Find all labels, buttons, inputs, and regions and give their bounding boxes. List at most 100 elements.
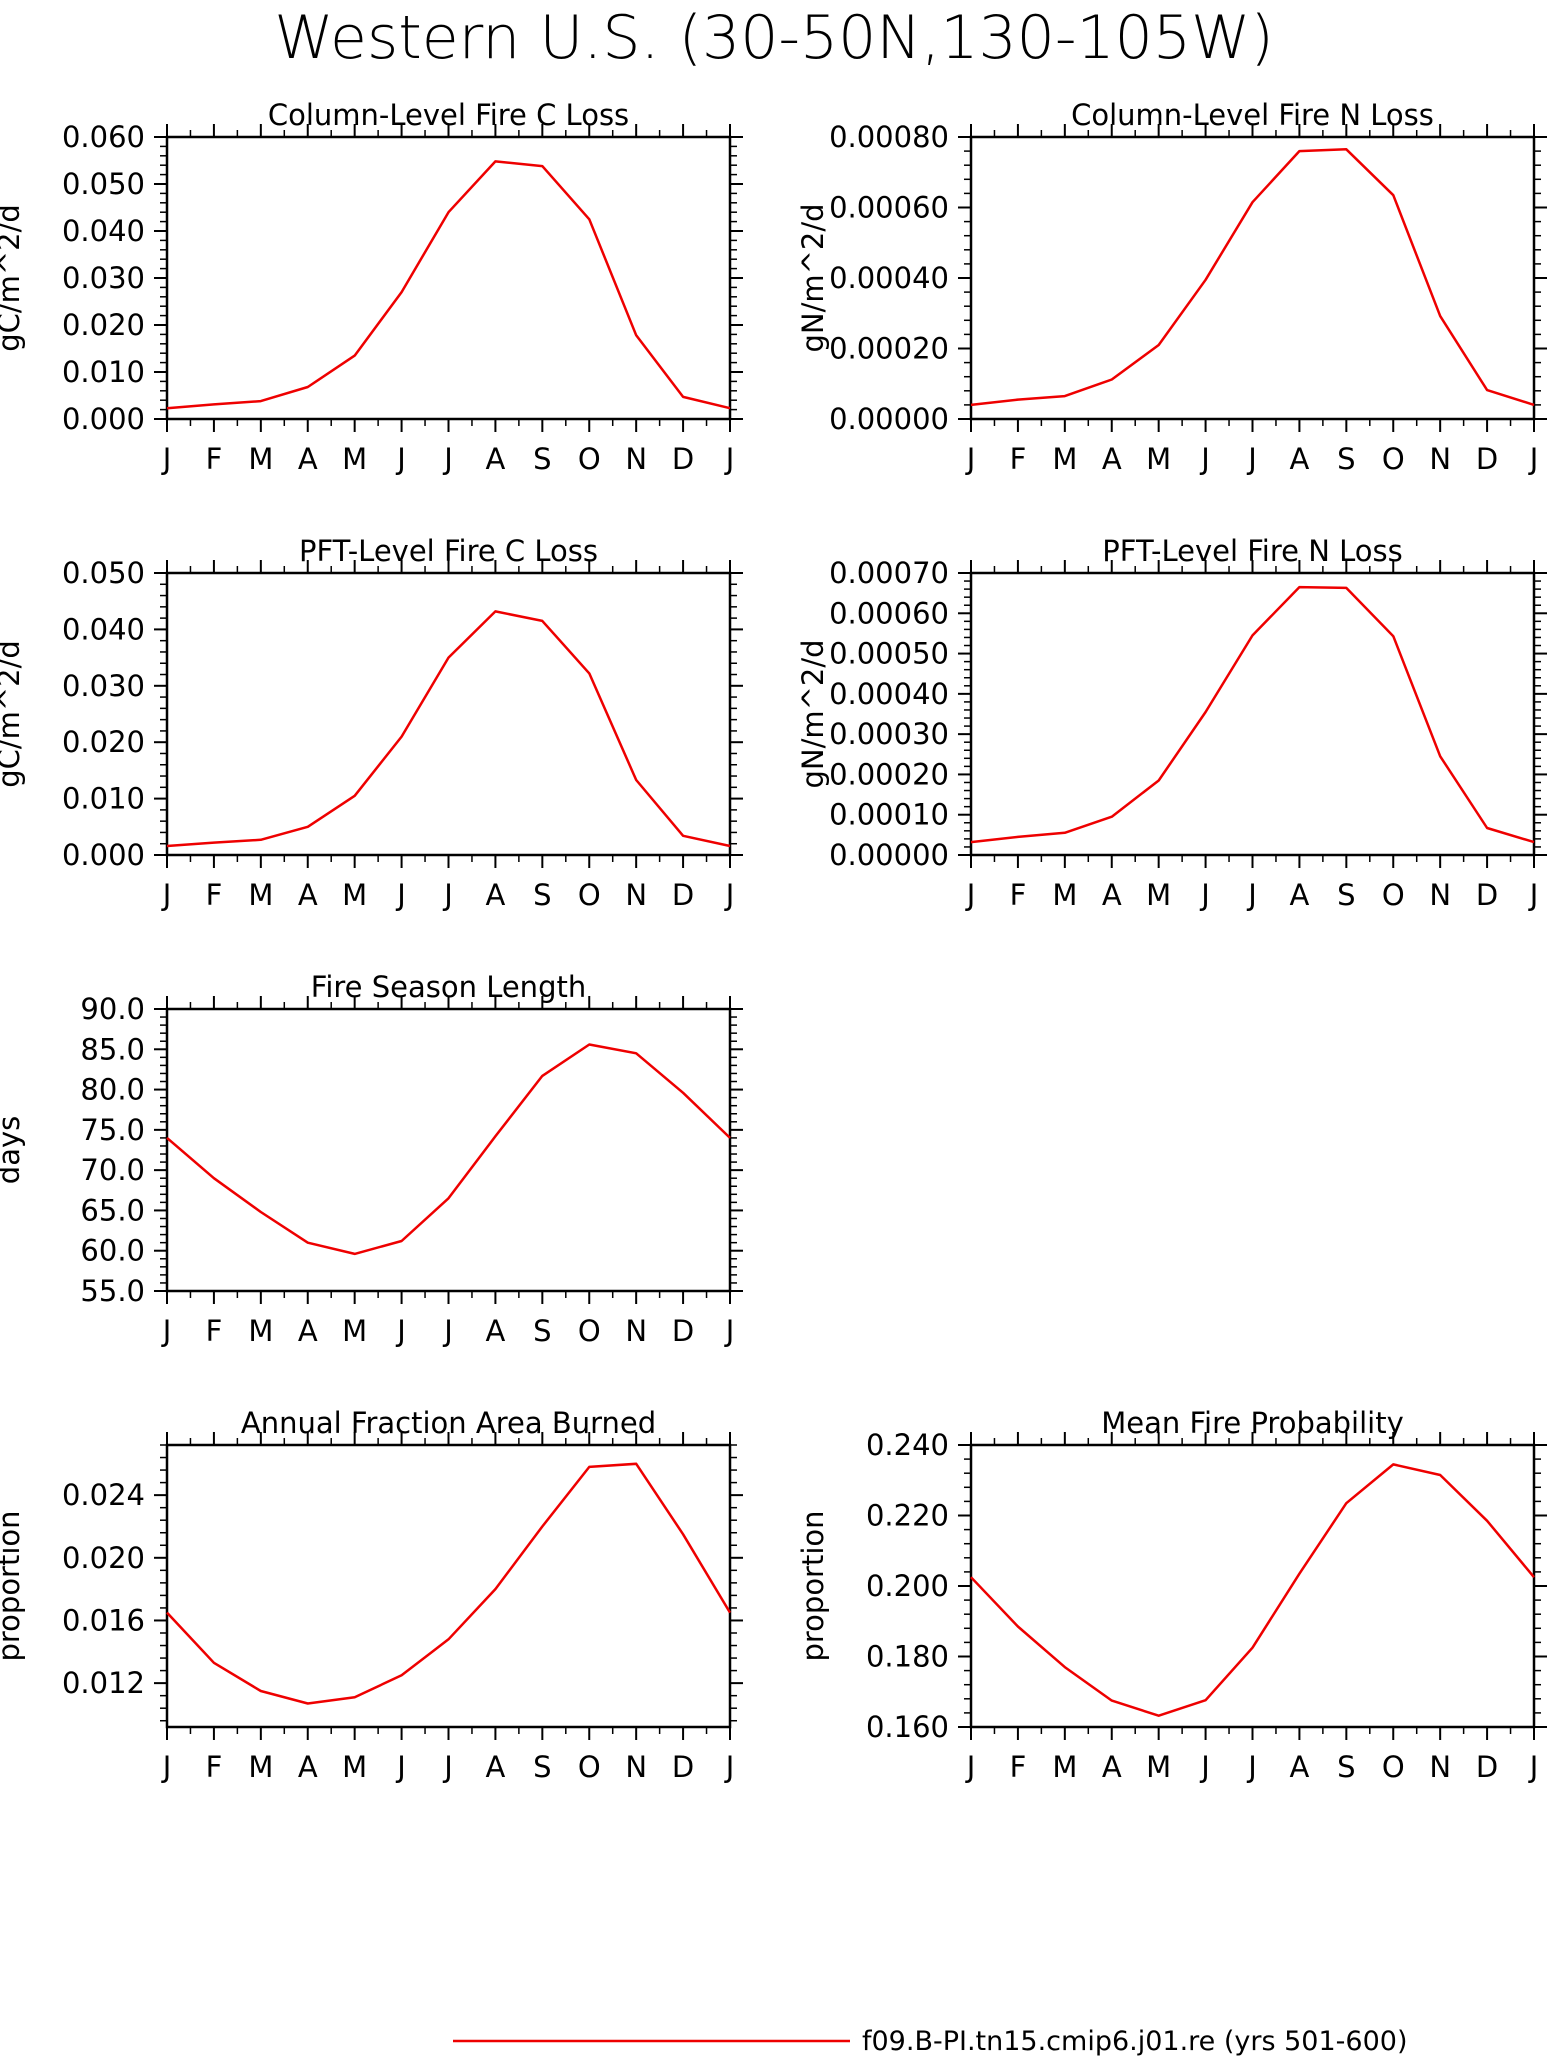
x-tick-label: M [1052, 878, 1077, 912]
y-tick-label: 55.0 [80, 1274, 145, 1308]
x-tick-label: M [248, 1750, 273, 1784]
x-tick-label: J [724, 1750, 735, 1784]
x-tick-label: F [1010, 878, 1027, 912]
y-tick-label: 0.00060 [829, 191, 949, 225]
series-line [970, 148, 1535, 407]
y-tick-label: 0.060 [62, 120, 145, 154]
x-tick-label: A [1102, 1750, 1122, 1784]
panel-title: Fire Season Length [311, 970, 586, 1004]
y-tick-label: 0.030 [62, 261, 145, 295]
x-tick-label: A [1102, 442, 1122, 476]
series-line [166, 1043, 731, 1256]
x-tick-label: A [1289, 1750, 1309, 1784]
x-tick-label: M [1146, 1750, 1171, 1784]
legend-label: f09.B-PI.tn15.cmip6.j01.re (yrs 501-600) [862, 2026, 1407, 2057]
figure-title: Western U.S. (30-50N,130-105W) [274, 3, 1274, 73]
x-tick-label: F [1010, 442, 1027, 476]
x-tick-label: J [1199, 878, 1210, 912]
x-tick-label: J [1199, 442, 1210, 476]
x-tick-label: F [206, 442, 223, 476]
x-tick-label: J [442, 878, 453, 912]
x-tick-label: A [485, 878, 505, 912]
x-tick-label: A [1289, 878, 1309, 912]
x-tick-label: J [724, 1314, 735, 1348]
x-tick-label: S [1337, 442, 1355, 476]
y-tick-label: 0.000 [62, 838, 145, 872]
y-axis-label: gN/m^2/d [796, 203, 830, 352]
panel-title: Column-Level Fire N Loss [1071, 98, 1434, 132]
x-tick-label: J [395, 1750, 406, 1784]
x-tick-label: F [1010, 1750, 1027, 1784]
y-axis-label: gN/m^2/d [796, 639, 830, 788]
x-tick-label: A [485, 442, 505, 476]
x-tick-label: N [1429, 1750, 1451, 1784]
y-tick-label: 0.00040 [829, 677, 949, 711]
y-tick-label: 0.00030 [829, 717, 949, 751]
chart-panel-2: J F M A M J J A S O N D J0.000000.000200.000400.0006… [796, 98, 1547, 476]
plot-frame [969, 135, 1536, 421]
x-tick-label: J [724, 878, 735, 912]
x-tick-label: M [1146, 442, 1171, 476]
series-line [970, 585, 1535, 844]
y-axis-label: gC/m^2/d [0, 204, 26, 352]
y-tick-label: 0.040 [62, 214, 145, 248]
x-tick-label: D [1476, 1750, 1498, 1784]
series-line [166, 160, 731, 410]
x-tick-label: M [1052, 1750, 1077, 1784]
x-tick-label: J [1246, 442, 1257, 476]
y-axis-label: proportion [0, 1510, 26, 1661]
y-tick-label: 90.0 [80, 992, 145, 1026]
x-tick-label: N [625, 1750, 647, 1784]
y-tick-label: 70.0 [80, 1153, 145, 1187]
x-tick-label: F [206, 878, 223, 912]
x-tick-label: A [298, 878, 318, 912]
y-tick-label: 0.020 [62, 1541, 145, 1575]
x-tick-label: S [533, 442, 551, 476]
panel-title: PFT-Level Fire N Loss [1102, 534, 1402, 568]
x-tick-label: N [1429, 878, 1451, 912]
y-tick-label: 0.00020 [829, 757, 949, 791]
y-tick-label: 0.050 [62, 167, 145, 201]
x-tick-label: J [161, 1314, 172, 1348]
x-tick-label: F [206, 1750, 223, 1784]
plot-frame [969, 571, 1536, 857]
x-tick-label: N [625, 442, 647, 476]
x-tick-label: J [965, 1750, 976, 1784]
x-tick-label: M [342, 878, 367, 912]
x-tick-label: J [442, 1314, 453, 1348]
x-tick-label: J [1528, 442, 1539, 476]
y-tick-label: 0.00080 [829, 120, 949, 154]
x-tick-label: O [1382, 1750, 1405, 1784]
x-tick-label: J [395, 442, 406, 476]
y-tick-label: 0.00010 [829, 798, 949, 832]
y-tick-label: 0.010 [62, 782, 145, 816]
y-tick-label: 0.160 [866, 1710, 949, 1744]
y-tick-label: 0.240 [866, 1428, 949, 1462]
y-tick-label: 0.180 [866, 1640, 949, 1674]
x-tick-label: A [298, 1750, 318, 1784]
series-line [166, 1462, 732, 1705]
y-tick-label: 0.000 [62, 402, 145, 436]
x-tick-label: M [248, 878, 273, 912]
x-tick-label: S [533, 878, 551, 912]
x-tick-label: J [1528, 878, 1539, 912]
plot-frame [165, 1007, 732, 1293]
x-tick-label: A [298, 442, 318, 476]
x-tick-label: J [965, 878, 976, 912]
x-tick-label: D [672, 1314, 694, 1348]
x-tick-label: D [672, 878, 694, 912]
x-tick-label: N [625, 878, 647, 912]
panel-title: Column-Level Fire C Loss [268, 98, 629, 132]
x-tick-label: N [1429, 442, 1451, 476]
x-tick-label: J [965, 442, 976, 476]
y-tick-label: 0.220 [866, 1499, 949, 1533]
x-tick-label: S [1337, 878, 1355, 912]
y-tick-label: 0.00050 [829, 637, 949, 671]
x-tick-label: S [533, 1314, 551, 1348]
y-axis-label: gC/m^2/d [0, 640, 26, 788]
x-tick-label: D [1476, 442, 1498, 476]
y-tick-label: 0.00070 [829, 556, 949, 590]
chart-panel-1: J F M A M J J A S O N D J0.0000.0100.0200.0300.0400.… [0, 98, 743, 476]
x-tick-label: J [442, 1750, 453, 1784]
y-tick-label: 0.00060 [829, 596, 949, 630]
